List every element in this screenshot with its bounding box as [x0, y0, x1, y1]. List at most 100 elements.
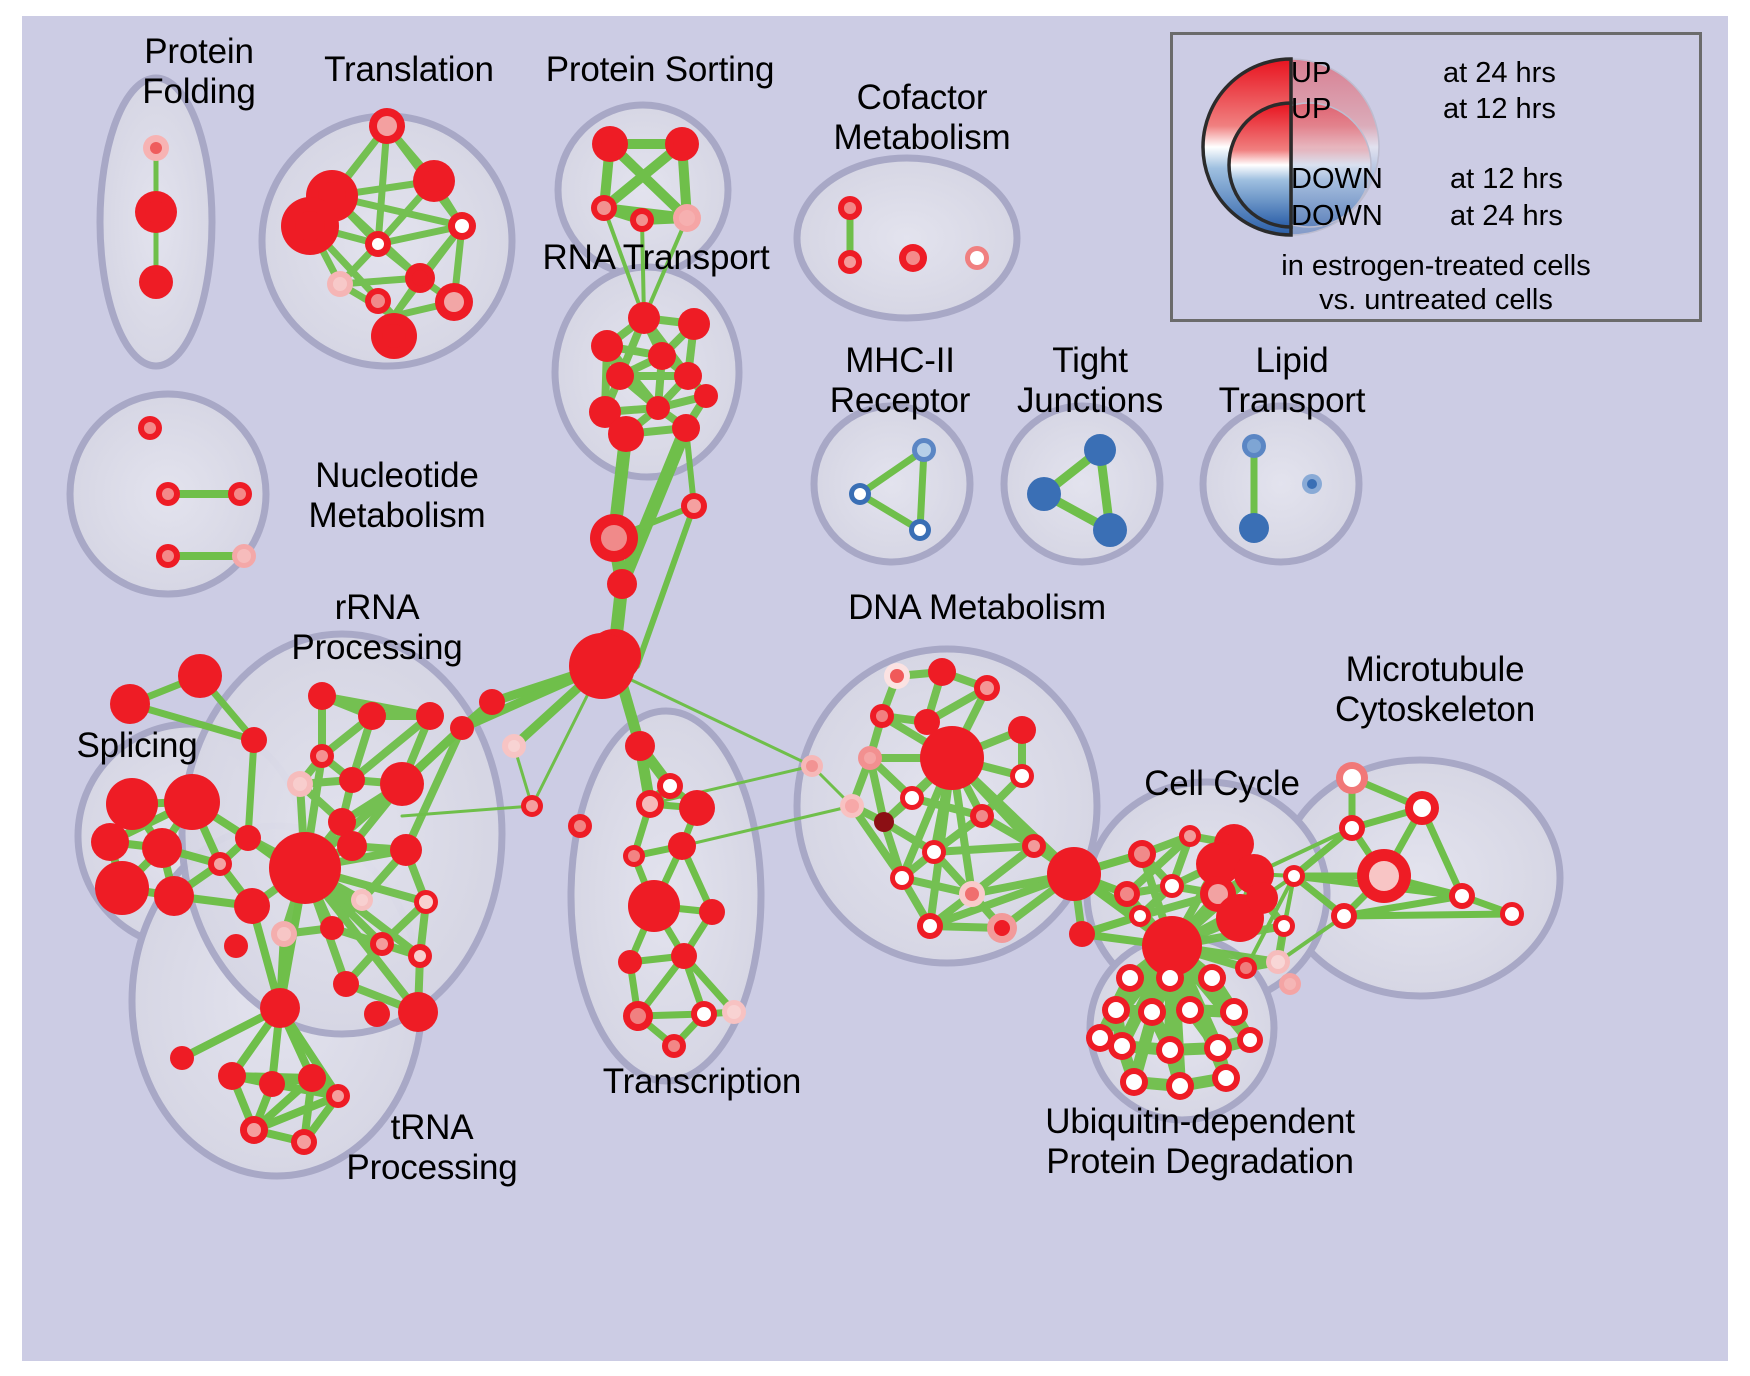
cluster-label-lipid-transport: Lipid Transport	[1218, 341, 1366, 420]
node	[521, 795, 543, 817]
node	[479, 689, 505, 715]
node	[142, 828, 182, 868]
node	[914, 709, 940, 735]
node	[591, 195, 617, 221]
node	[801, 755, 823, 777]
node	[1069, 921, 1095, 947]
node	[328, 808, 356, 836]
node	[408, 944, 432, 968]
node	[1237, 1027, 1263, 1053]
node	[679, 790, 715, 826]
node	[1179, 825, 1201, 847]
node	[722, 1000, 746, 1024]
node	[365, 231, 391, 257]
node	[838, 196, 862, 220]
legend-caption-line2: vs. untreated cells	[1319, 284, 1553, 316]
node	[870, 704, 894, 728]
node	[259, 1071, 285, 1097]
cluster-label-rna-transport: RNA Transport	[542, 238, 770, 277]
node	[840, 794, 864, 818]
node	[671, 943, 697, 969]
node	[606, 362, 634, 390]
cluster-label-mhc-ii-receptor: MHC-II Receptor	[829, 341, 971, 420]
node	[380, 762, 424, 806]
network-nodes	[91, 108, 1524, 1155]
node	[308, 682, 336, 710]
node	[899, 244, 927, 272]
node	[1212, 1064, 1240, 1092]
node	[608, 416, 644, 452]
node	[678, 308, 710, 340]
node	[365, 288, 391, 314]
node	[448, 212, 476, 240]
node	[673, 204, 701, 232]
node	[269, 832, 341, 904]
node	[628, 880, 680, 932]
node	[164, 774, 220, 830]
node	[208, 852, 232, 876]
node	[1196, 842, 1240, 886]
node	[405, 263, 435, 293]
cluster-label-rrna-processing: rRNA Processing	[291, 588, 463, 667]
node	[414, 890, 438, 914]
legend-time-up-24: at 24 hrs	[1443, 57, 1556, 89]
node	[271, 921, 297, 947]
node	[909, 519, 931, 541]
node	[890, 866, 914, 890]
cluster-label-protein-sorting: Protein Sorting	[545, 50, 775, 89]
node	[874, 812, 894, 832]
node	[390, 834, 422, 866]
cluster-ellipse-mhc-ii-receptor	[810, 402, 974, 566]
node	[618, 950, 642, 974]
node	[260, 988, 300, 1028]
node	[900, 786, 924, 810]
node	[241, 727, 267, 753]
node	[156, 544, 180, 568]
node	[1108, 1032, 1136, 1060]
node	[592, 126, 628, 162]
node	[628, 302, 660, 334]
legend-state-up-24: UP	[1291, 57, 1332, 89]
node	[91, 823, 129, 861]
node	[1273, 915, 1295, 937]
node	[974, 675, 1000, 701]
node	[1500, 902, 1524, 926]
node	[674, 362, 702, 390]
node	[1010, 764, 1034, 788]
node	[154, 876, 194, 916]
node	[568, 814, 592, 838]
node	[1331, 903, 1357, 929]
node	[320, 916, 344, 940]
node	[1008, 716, 1036, 744]
node	[106, 778, 158, 830]
node	[965, 246, 989, 270]
node	[607, 569, 637, 599]
node	[849, 483, 871, 505]
node	[1022, 834, 1046, 858]
node	[1102, 996, 1130, 1024]
cluster-label-tight-junctions: Tight Junctions	[1016, 341, 1164, 420]
node	[450, 716, 474, 740]
node	[970, 804, 994, 828]
node	[1246, 882, 1278, 914]
legend-time-down-12: at 12 hrs	[1450, 163, 1563, 195]
node	[358, 702, 386, 730]
network-canvas: Protein Folding Translation Protein Sort…	[22, 16, 1728, 1361]
node	[569, 633, 635, 699]
node	[95, 861, 149, 915]
node	[681, 493, 707, 519]
node	[326, 1084, 350, 1108]
node	[224, 934, 248, 958]
node	[1093, 513, 1127, 547]
cluster-ellipse-tight-junctions	[1000, 402, 1164, 566]
node	[156, 482, 180, 506]
node	[623, 1001, 653, 1031]
cluster-label-protein-folding: Protein Folding	[142, 32, 256, 111]
node	[1339, 815, 1365, 841]
node	[218, 1062, 246, 1090]
node	[668, 832, 696, 860]
node	[416, 702, 444, 730]
node	[310, 744, 334, 768]
node	[1160, 874, 1184, 898]
node	[1283, 865, 1305, 887]
